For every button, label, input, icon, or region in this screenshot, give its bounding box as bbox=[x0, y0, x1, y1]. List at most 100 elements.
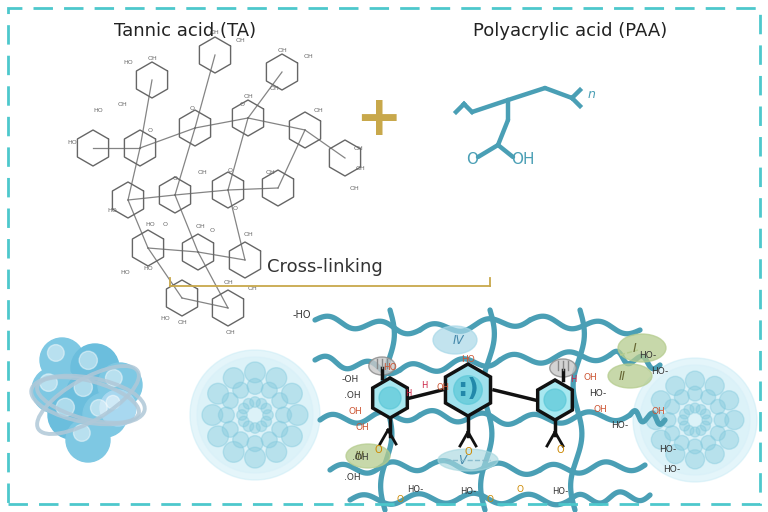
Text: HO: HO bbox=[123, 60, 133, 66]
Circle shape bbox=[66, 418, 110, 462]
Circle shape bbox=[243, 421, 253, 432]
Text: OH: OH bbox=[197, 169, 207, 175]
Circle shape bbox=[247, 436, 263, 452]
Text: HO-: HO- bbox=[640, 351, 657, 359]
Circle shape bbox=[250, 423, 260, 433]
Circle shape bbox=[56, 398, 74, 416]
Text: HO: HO bbox=[383, 362, 397, 372]
Text: O: O bbox=[173, 176, 177, 181]
Text: O: O bbox=[486, 496, 494, 504]
Circle shape bbox=[207, 383, 228, 404]
Text: OH: OH bbox=[147, 55, 157, 60]
Circle shape bbox=[687, 439, 703, 454]
Text: OH: OH bbox=[355, 165, 365, 170]
Text: O: O bbox=[147, 127, 153, 133]
Circle shape bbox=[79, 351, 98, 370]
Circle shape bbox=[261, 416, 272, 426]
Circle shape bbox=[702, 415, 712, 425]
Circle shape bbox=[696, 404, 706, 415]
Text: OH: OH bbox=[651, 408, 665, 416]
Text: Polyacrylic acid (PAA): Polyacrylic acid (PAA) bbox=[473, 22, 667, 40]
Circle shape bbox=[257, 421, 266, 432]
Circle shape bbox=[272, 421, 288, 437]
Circle shape bbox=[680, 421, 690, 431]
Circle shape bbox=[261, 382, 277, 398]
Text: HO: HO bbox=[93, 108, 103, 113]
Text: Tannic acid (TA): Tannic acid (TA) bbox=[114, 22, 256, 40]
Text: Cross-linking: Cross-linking bbox=[267, 258, 383, 276]
Circle shape bbox=[690, 403, 700, 413]
Circle shape bbox=[714, 413, 729, 428]
Text: OH: OH bbox=[247, 286, 257, 290]
Circle shape bbox=[661, 413, 676, 428]
Text: OH: OH bbox=[593, 406, 607, 415]
Text: OH: OH bbox=[223, 281, 233, 286]
Text: HO: HO bbox=[160, 315, 170, 321]
Text: OH: OH bbox=[355, 423, 369, 433]
Text: I: I bbox=[633, 342, 637, 354]
Circle shape bbox=[190, 350, 320, 480]
Circle shape bbox=[651, 391, 670, 410]
Circle shape bbox=[690, 427, 700, 437]
Text: HO-: HO- bbox=[651, 368, 669, 376]
Text: +: + bbox=[355, 93, 401, 147]
Circle shape bbox=[674, 390, 689, 404]
Circle shape bbox=[710, 399, 725, 414]
Circle shape bbox=[207, 426, 228, 446]
Circle shape bbox=[684, 404, 694, 415]
Ellipse shape bbox=[433, 326, 477, 354]
Circle shape bbox=[720, 430, 739, 449]
Text: .OH: .OH bbox=[344, 391, 360, 399]
Circle shape bbox=[272, 393, 288, 409]
Circle shape bbox=[66, 371, 114, 419]
Circle shape bbox=[48, 391, 96, 439]
Circle shape bbox=[705, 444, 724, 464]
Text: OH: OH bbox=[277, 48, 287, 53]
Circle shape bbox=[287, 404, 308, 425]
Circle shape bbox=[74, 378, 92, 396]
Circle shape bbox=[666, 444, 685, 464]
Circle shape bbox=[100, 390, 136, 426]
Circle shape bbox=[237, 410, 247, 420]
Ellipse shape bbox=[550, 359, 576, 377]
Circle shape bbox=[266, 368, 286, 389]
Circle shape bbox=[684, 425, 694, 435]
Circle shape bbox=[261, 432, 277, 447]
Text: O: O bbox=[240, 102, 244, 108]
Text: -OH: -OH bbox=[341, 375, 359, 385]
Circle shape bbox=[105, 370, 122, 387]
Text: OH: OH bbox=[195, 224, 205, 228]
Text: HO: HO bbox=[120, 270, 130, 275]
Circle shape bbox=[222, 421, 238, 437]
Circle shape bbox=[74, 424, 90, 441]
Text: O: O bbox=[464, 447, 472, 457]
Text: HO: HO bbox=[461, 355, 475, 365]
Text: HO: HO bbox=[143, 266, 153, 270]
Circle shape bbox=[48, 345, 65, 361]
Text: O: O bbox=[517, 485, 524, 495]
Circle shape bbox=[686, 371, 704, 390]
Circle shape bbox=[651, 430, 670, 449]
Text: O: O bbox=[163, 223, 167, 227]
Circle shape bbox=[674, 436, 689, 450]
Circle shape bbox=[197, 357, 313, 473]
Text: OH: OH bbox=[583, 373, 597, 382]
Text: :): :) bbox=[457, 377, 479, 401]
Ellipse shape bbox=[438, 449, 498, 471]
Circle shape bbox=[633, 358, 757, 482]
Circle shape bbox=[454, 376, 482, 404]
Text: O: O bbox=[374, 445, 382, 455]
Text: OH: OH bbox=[511, 152, 535, 166]
Text: OH: OH bbox=[303, 54, 313, 59]
Text: H: H bbox=[421, 380, 427, 390]
Text: O: O bbox=[210, 227, 214, 232]
Circle shape bbox=[239, 403, 249, 414]
Text: n: n bbox=[588, 89, 596, 101]
Text: OH: OH bbox=[353, 145, 362, 151]
Text: O: O bbox=[556, 445, 564, 455]
Circle shape bbox=[245, 447, 266, 468]
Text: H: H bbox=[405, 389, 411, 397]
Circle shape bbox=[233, 382, 249, 398]
Circle shape bbox=[261, 403, 272, 414]
Circle shape bbox=[640, 365, 750, 475]
